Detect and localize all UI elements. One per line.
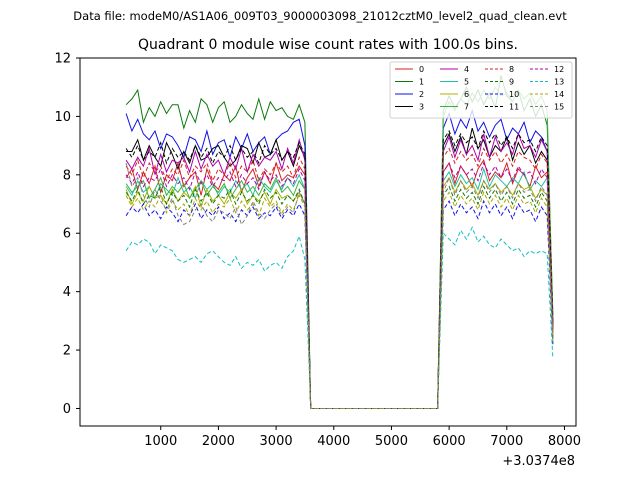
x-tick-label: 3000 [260, 434, 293, 449]
x-tick-label: 4000 [317, 434, 350, 449]
x-tick-label: 8000 [548, 434, 581, 449]
y-tick-label: 6 [63, 227, 71, 242]
legend-label-14: 14 [554, 90, 564, 99]
legend-label-13: 13 [554, 78, 564, 87]
figure-suptitle: Data file: modeM0/AS1A06_009T03_90000030… [73, 9, 567, 23]
series-line-5 [125, 167, 554, 409]
x-tick-label: 6000 [433, 434, 466, 449]
series-line-10 [125, 199, 554, 409]
chart-title: Quadrant 0 module wise count rates with … [138, 37, 518, 53]
legend-label-1: 1 [419, 78, 424, 87]
series-line-13 [125, 226, 554, 409]
series-line-9 [125, 185, 554, 409]
x-axis-offset-label: +3.0374e8 [502, 454, 575, 469]
legend-label-4: 4 [464, 65, 469, 74]
series-line-6 [125, 176, 554, 409]
legend-label-8: 8 [509, 65, 514, 74]
y-axis: 0 2 4 6 8 10 12 [54, 52, 80, 417]
series-line-12 [125, 161, 554, 409]
plot-frame [79, 57, 577, 427]
series-line-14 [125, 190, 554, 409]
series-line-3 [126, 127, 554, 409]
legend-label-7: 7 [464, 103, 469, 112]
series-line-11 [125, 129, 554, 409]
series-line-8 [125, 147, 554, 409]
legend-label-5: 5 [464, 78, 469, 87]
legend-label-3: 3 [419, 103, 424, 112]
legend-label-2: 2 [419, 90, 424, 99]
y-tick-label: 12 [54, 52, 71, 67]
legend-label-9: 9 [509, 78, 514, 87]
legend-label-0: 0 [419, 65, 424, 74]
y-tick-label: 10 [54, 110, 71, 125]
y-tick-label: 4 [63, 285, 71, 300]
series-lines [125, 75, 554, 409]
series-line-2 [125, 108, 554, 409]
legend-label-11: 11 [509, 103, 519, 112]
legend-label-6: 6 [464, 90, 469, 99]
x-tick-label: 1000 [144, 434, 177, 449]
y-tick-label: 2 [63, 344, 71, 359]
series-line-4 [125, 132, 554, 409]
y-tick-label: 0 [63, 402, 71, 417]
x-tick-label: 2000 [202, 434, 235, 449]
legend-label-15: 15 [554, 103, 564, 112]
series-line-15 [125, 162, 554, 409]
x-tick-label: 5000 [375, 434, 408, 449]
legend-box [389, 61, 573, 119]
legend-label-12: 12 [554, 65, 564, 74]
x-axis: 1000 2000 3000 4000 5000 6000 7000 8000 [144, 426, 581, 449]
x-tick-label: 7000 [490, 434, 523, 449]
y-tick-label: 8 [63, 168, 71, 183]
legend-label-10: 10 [509, 90, 519, 99]
